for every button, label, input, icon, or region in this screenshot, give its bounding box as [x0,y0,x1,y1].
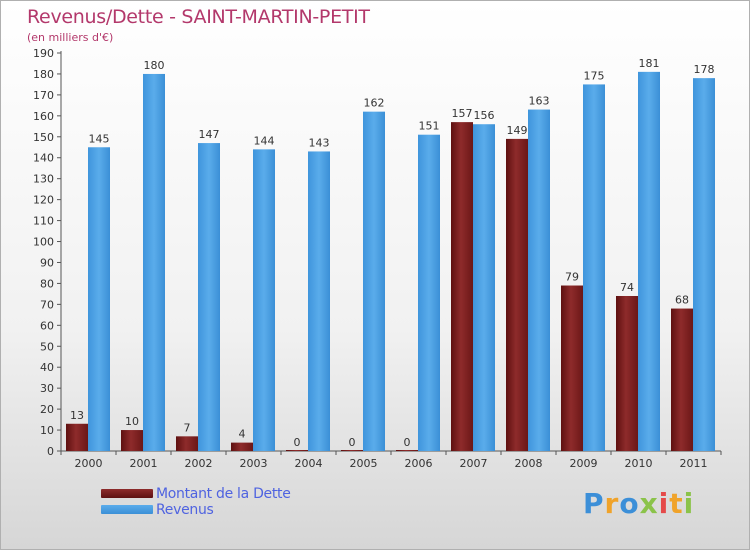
dette-bar [66,423,88,451]
y-tick-label: 10 [40,424,54,437]
y-tick-label: 160 [33,110,54,123]
revenus-data-label: 181 [639,57,660,70]
x-tick-label: 2002 [185,457,213,470]
chart-subtitle: (en milliers d'€) [27,31,114,44]
revenus-data-label: 156 [474,109,495,122]
x-tick-label: 2001 [130,457,158,470]
y-tick-label: 50 [40,340,54,353]
dette-data-label: 74 [620,281,634,294]
chart-title: Revenus/Dette - SAINT-MARTIN-PETIT [27,6,370,28]
revenus-bar [473,124,495,451]
dette-bar [506,138,528,451]
y-tick-label: 150 [33,131,54,144]
revenus-bar [418,134,440,451]
revenus-data-label: 178 [694,63,715,76]
dette-bar [176,436,198,451]
proxiti-logo: Proxiti [583,487,695,520]
y-tick-label: 20 [40,403,54,416]
revenus-data-label: 147 [199,128,220,141]
legend-label-dette: Montant de la Dette [156,486,291,502]
x-tick-label: 2009 [570,457,598,470]
y-tick-label: 110 [33,215,54,228]
revenus-data-label: 143 [309,136,330,149]
dette-data-label: 0 [404,436,411,449]
revenus-bar [638,71,660,451]
y-tick-label: 190 [33,47,54,60]
dette-bar [616,295,638,451]
revenus-bar [583,84,605,451]
dette-bar [396,450,418,451]
legend-swatch-dette [101,489,153,498]
revenus-data-label: 175 [584,69,605,82]
revenus-data-label: 180 [144,59,165,72]
y-tick-label: 180 [33,68,54,81]
x-tick-label: 2007 [460,457,488,470]
dette-bar [561,285,583,451]
revenus-bar [143,73,165,452]
revenus-data-label: 144 [254,134,275,147]
revenus-bar [528,109,550,451]
x-tick-label: 2011 [680,457,708,470]
revenus-bar [88,147,110,451]
revenus-bar [308,151,330,451]
legend-swatch-revenus [101,505,153,514]
dette-bar [286,450,308,451]
revenus-bar [363,111,385,451]
x-tick-label: 2010 [625,457,653,470]
y-tick-label: 80 [40,277,54,290]
y-tick-label: 100 [33,236,54,249]
y-tick-label: 30 [40,382,54,395]
dette-data-label: 157 [452,107,473,120]
dette-data-label: 79 [565,271,579,284]
revenus-bar [253,149,275,451]
dette-data-label: 0 [349,436,356,449]
x-tick-label: 2000 [75,457,103,470]
dette-data-label: 149 [507,124,528,137]
dette-bar [671,308,693,451]
y-tick-label: 120 [33,194,54,207]
dette-data-label: 0 [294,436,301,449]
dette-bar [231,442,253,451]
dette-data-label: 68 [675,294,689,307]
x-tick-label: 2003 [240,457,268,470]
y-tick-label: 90 [40,256,54,269]
revenus-data-label: 151 [419,120,440,133]
y-tick-label: 140 [33,152,54,165]
dette-data-label: 4 [239,428,246,441]
revenus-data-label: 162 [364,97,385,110]
x-tick-label: 2006 [405,457,433,470]
legend-label-revenus: Revenus [156,502,214,518]
revenus-data-label: 163 [529,95,550,108]
revenus-data-label: 145 [89,132,110,145]
dette-bar [121,430,143,451]
dette-bar [341,450,363,451]
x-tick-label: 2008 [515,457,543,470]
dette-bar [451,122,473,451]
dette-data-label: 10 [125,415,139,428]
revenus-bar [693,78,715,451]
x-tick-label: 2004 [295,457,323,470]
y-tick-label: 70 [40,298,54,311]
y-tick-label: 0 [47,445,54,458]
y-tick-label: 130 [33,173,54,186]
x-tick-label: 2005 [350,457,378,470]
revenus-bar [198,143,220,452]
y-tick-label: 40 [40,361,54,374]
y-tick-label: 60 [40,319,54,332]
y-tick-label: 170 [33,89,54,102]
dette-data-label: 13 [70,409,84,422]
bar-chart: 0102030405060708090100110120130140150160… [33,47,722,470]
dette-data-label: 7 [184,421,191,434]
